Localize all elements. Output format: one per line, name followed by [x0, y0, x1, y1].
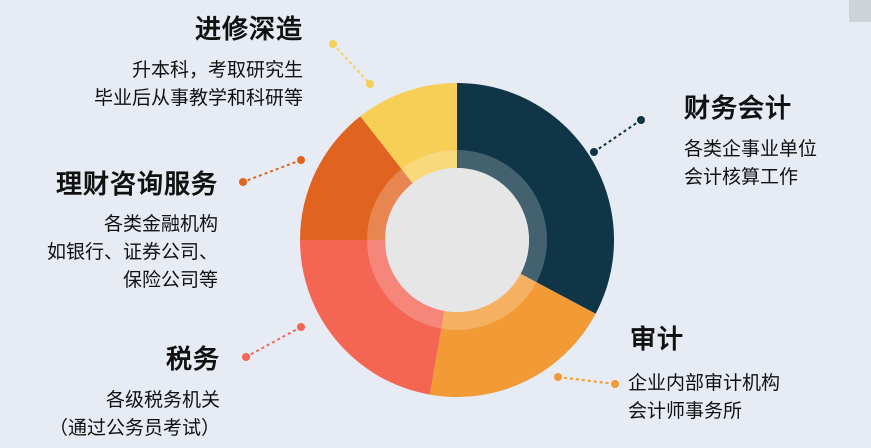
connector-lines	[239, 40, 645, 388]
corner-shade	[849, 0, 871, 22]
tax-title: 税务	[165, 345, 220, 375]
donut-inner-ring	[367, 150, 547, 330]
audit-line-2: 会计师事务所	[628, 400, 743, 422]
connector-further-study	[329, 40, 374, 88]
audit-desc: 企业内部审计机构 会计师事务所	[628, 369, 780, 425]
audit-line-1: 企业内部审计机构	[628, 372, 781, 394]
tax-line-1: 各级税务机关	[105, 389, 220, 411]
tax-line-2: （通过公务员考试）	[48, 417, 220, 439]
segment-audit	[429, 273, 596, 397]
segment-wealth-consulting	[300, 116, 413, 240]
connector-audit	[554, 373, 619, 388]
finance-accounting-line-2: 会计核算工作	[684, 166, 799, 188]
finance-accounting-desc: 各类企事业单位 会计核算工作	[684, 135, 817, 191]
finance-accounting-title: 财务会计	[684, 94, 793, 124]
wealth-consulting-desc: 各类金融机构 如银行、证券公司、 保险公司等	[47, 210, 218, 294]
donut-chart	[300, 83, 615, 397]
finance-accounting-line-1: 各类企事业单位	[684, 138, 818, 160]
further-study-line-2: 毕业后从事教学和科研等	[93, 87, 303, 109]
wealth-consulting-line-1: 各类金融机构	[103, 213, 218, 235]
segment-finance-accounting	[457, 83, 615, 314]
connector-tax	[242, 323, 305, 361]
tax-desc: 各级税务机关 （通过公务员考试）	[49, 386, 220, 442]
segment-tax	[300, 240, 445, 395]
connector-wealth-consulting	[239, 156, 305, 186]
wealth-consulting-title: 理财咨询服务	[55, 170, 218, 200]
audit-title: 审计	[630, 325, 685, 355]
further-study-line-1: 升本科，考取研究生	[131, 59, 303, 81]
connector-finance-accounting	[590, 116, 645, 156]
donut-center	[385, 168, 529, 312]
further-study-title: 进修深造	[194, 15, 303, 45]
segment-further-study	[360, 83, 457, 184]
further-study-desc: 升本科，考取研究生 毕业后从事教学和科研等	[94, 56, 303, 112]
wealth-consulting-line-2: 如银行、证券公司、	[46, 241, 218, 263]
wealth-consulting-line-3: 保险公司等	[122, 269, 218, 291]
